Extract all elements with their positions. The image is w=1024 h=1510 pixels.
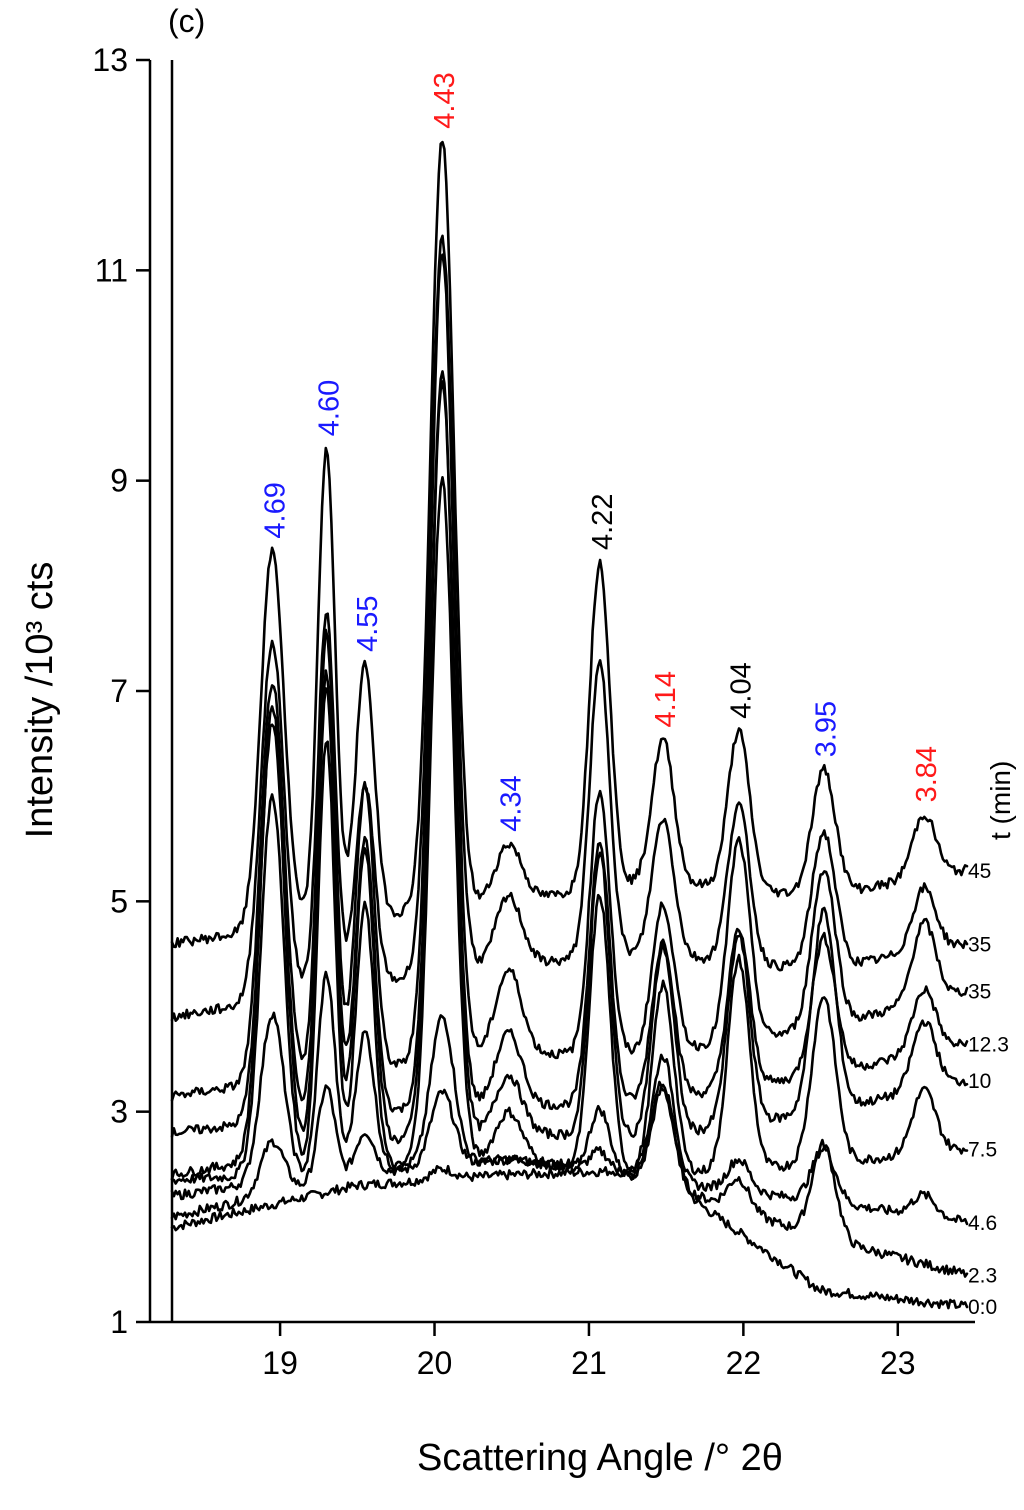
y-tick-label: 3 bbox=[110, 1094, 128, 1130]
series-label: 35 bbox=[968, 933, 991, 956]
y-tick-label: 5 bbox=[110, 883, 128, 919]
series-labels: 0:0 2.3 4.6 7.5 10 12.3 35 35 45 bbox=[968, 860, 1009, 1319]
series-line bbox=[170, 370, 969, 1138]
series-line bbox=[170, 476, 969, 1185]
series-line bbox=[170, 1080, 969, 1310]
x-tick-label: 20 bbox=[417, 1345, 453, 1381]
series-label: 35 bbox=[968, 981, 991, 1004]
x-tick-label: 22 bbox=[726, 1345, 762, 1381]
series-line bbox=[170, 1084, 969, 1278]
y-tick-label: 7 bbox=[110, 673, 128, 709]
series-label: 12.3 bbox=[968, 1033, 1009, 1056]
series-label: 2.3 bbox=[968, 1265, 997, 1288]
x-tick-label: 23 bbox=[880, 1345, 916, 1381]
peak-label: 4.69 bbox=[259, 482, 291, 538]
plot-lines bbox=[170, 140, 969, 1310]
peak-label: 4.04 bbox=[726, 662, 758, 718]
y-tick-label: 11 bbox=[95, 252, 128, 288]
series-line bbox=[170, 253, 969, 1102]
peak-label: 4.55 bbox=[352, 595, 384, 651]
x-axis-title: Scattering Angle /° 2θ bbox=[417, 1437, 783, 1479]
legend-title: t (min) bbox=[985, 761, 1016, 840]
peak-label: 4.22 bbox=[587, 494, 619, 550]
peak-label: 4.43 bbox=[429, 72, 461, 128]
y-tick-label: 13 bbox=[92, 42, 128, 78]
y-tick-label: 1 bbox=[110, 1304, 128, 1340]
x-tick-label: 19 bbox=[262, 1345, 298, 1381]
series-line bbox=[170, 140, 969, 949]
peak-label: 4.34 bbox=[496, 775, 528, 831]
series-label: 10 bbox=[968, 1070, 991, 1093]
peak-label: 3.84 bbox=[911, 746, 943, 802]
series-line bbox=[170, 234, 969, 1022]
series-label: 0:0 bbox=[968, 1296, 997, 1319]
y-axis-title: Intensity /10³ cts bbox=[19, 562, 61, 839]
peak-labels: 4.69 4.60 4.55 4.43 4.34 4.22 4.14 4.04 3.95 3.84 bbox=[259, 72, 943, 832]
series-label: 7.5 bbox=[968, 1138, 997, 1161]
peak-label: 3.95 bbox=[811, 701, 843, 757]
x-tick-label: 21 bbox=[571, 1345, 607, 1381]
peak-label: 4.60 bbox=[313, 380, 345, 436]
panel-label: (c) bbox=[168, 3, 205, 39]
series-label: 45 bbox=[968, 860, 991, 883]
series-label: 4.6 bbox=[968, 1212, 997, 1235]
y-tick-label: 9 bbox=[110, 463, 128, 499]
peak-label: 4.14 bbox=[650, 671, 682, 727]
